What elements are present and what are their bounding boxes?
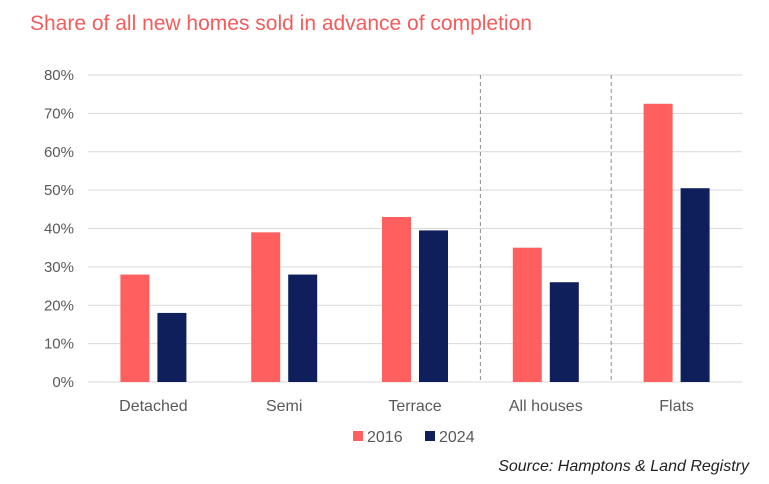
bars bbox=[120, 103, 710, 382]
y-tick-label: 0% bbox=[52, 374, 74, 391]
legend-swatch-2024 bbox=[425, 431, 435, 441]
grid-lines bbox=[88, 74, 742, 383]
y-tick-label: 60% bbox=[44, 144, 74, 161]
bar-2016-flats bbox=[643, 103, 673, 382]
y-tick-label: 50% bbox=[44, 182, 74, 199]
bar-2024-semi bbox=[288, 274, 318, 382]
bar-2024-detached bbox=[157, 312, 187, 382]
x-axis-labels: Detached Semi Terrace All houses Flats bbox=[119, 398, 694, 415]
chart-title: Share of all new homes sold in advance o… bbox=[30, 12, 532, 35]
bar-2016-semi bbox=[251, 232, 281, 382]
x-category-label: All houses bbox=[509, 398, 583, 415]
y-tick-label: 10% bbox=[44, 336, 74, 353]
source-note: Source: Hamptons & Land Registry bbox=[498, 458, 749, 475]
legend-label-2024: 2024 bbox=[439, 429, 475, 446]
y-tick-label: 40% bbox=[44, 221, 74, 238]
group-separators bbox=[479, 75, 612, 382]
legend: 2016 2024 bbox=[353, 429, 475, 446]
bar-2024-terrace bbox=[419, 230, 448, 382]
y-tick-label: 70% bbox=[44, 105, 74, 122]
x-category-label: Detached bbox=[119, 398, 188, 415]
x-category-label: Semi bbox=[266, 398, 302, 415]
y-axis-ticks: 0% 10% 20% 30% 40% 50% 60% 70% 80% bbox=[44, 67, 74, 391]
bar-2016-terrace bbox=[382, 216, 411, 382]
bar-2024-all-houses bbox=[549, 282, 579, 382]
y-tick-label: 30% bbox=[44, 259, 74, 276]
bar-2016-all-houses bbox=[512, 247, 542, 382]
y-tick-label: 80% bbox=[44, 67, 74, 84]
bar-2016-detached bbox=[120, 274, 150, 382]
bar-2024-flats bbox=[680, 188, 710, 382]
x-category-label: Flats bbox=[659, 398, 694, 415]
x-category-label: Terrace bbox=[388, 398, 441, 415]
legend-label-2016: 2016 bbox=[367, 429, 403, 446]
y-tick-label: 20% bbox=[44, 297, 74, 314]
legend-swatch-2016 bbox=[353, 431, 363, 441]
